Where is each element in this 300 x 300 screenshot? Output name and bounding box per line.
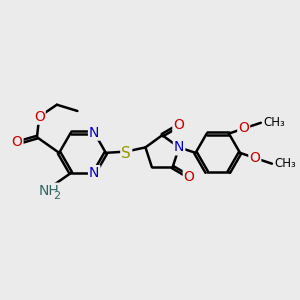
Text: S: S bbox=[122, 146, 131, 161]
Text: NH: NH bbox=[38, 184, 59, 198]
Text: O: O bbox=[34, 110, 45, 124]
Text: O: O bbox=[184, 170, 195, 184]
Text: CH₃: CH₃ bbox=[263, 116, 285, 129]
Text: O: O bbox=[249, 151, 260, 165]
Text: O: O bbox=[173, 118, 184, 132]
Text: O: O bbox=[12, 135, 22, 149]
Text: CH₃: CH₃ bbox=[274, 157, 296, 170]
Text: N: N bbox=[89, 126, 99, 140]
Text: N: N bbox=[174, 140, 184, 154]
Text: N: N bbox=[89, 166, 99, 180]
Text: 2: 2 bbox=[53, 191, 60, 201]
Text: O: O bbox=[238, 122, 249, 136]
